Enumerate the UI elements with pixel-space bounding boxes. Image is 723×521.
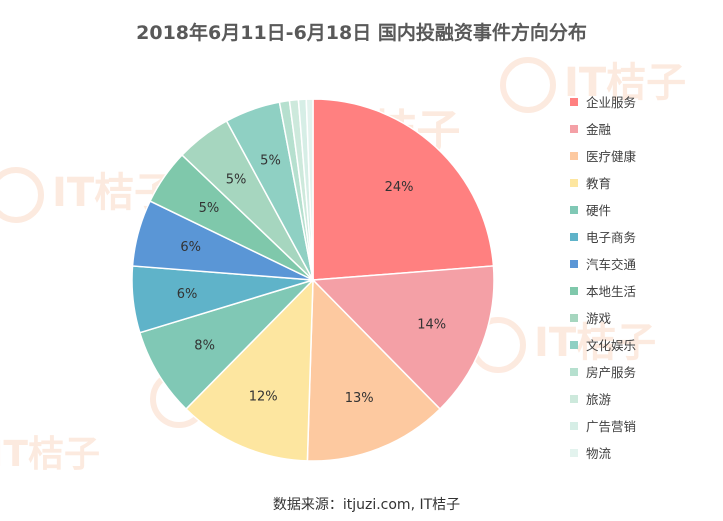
legend-swatch — [570, 313, 578, 322]
legend-item: 医疗健康 — [570, 142, 636, 169]
legend-label: 企业服务 — [586, 95, 637, 110]
legend-label: 房产服务 — [586, 365, 637, 380]
legend-label: 文化娱乐 — [586, 338, 637, 353]
watermark-logo-top-right: IT桔子 — [500, 50, 686, 113]
legend-swatch — [570, 421, 578, 430]
legend-label: 汽车交通 — [586, 257, 637, 272]
pie-slice — [138, 279, 314, 411]
legend-swatch — [570, 286, 578, 295]
pie-slice — [311, 265, 495, 411]
legend-item: 企业服务 — [570, 88, 636, 115]
legend-item: 硬件 — [570, 196, 636, 223]
legend-swatch — [570, 394, 578, 403]
legend-item: 物流 — [570, 439, 636, 466]
legend-item: 电子商务 — [570, 223, 636, 250]
legend-item: 房产服务 — [570, 358, 636, 385]
legend-label: 游戏 — [586, 311, 612, 326]
data-label: 5% — [226, 172, 247, 187]
legend-item: 本地生活 — [570, 277, 636, 304]
pie-slice — [184, 278, 314, 462]
pie-slice — [312, 98, 495, 281]
legend-item: 文化娱乐 — [570, 331, 636, 358]
legend-label: 广告营销 — [586, 419, 637, 434]
pie-slice — [306, 278, 442, 462]
data-label: 6% — [177, 287, 198, 302]
data-label: 5% — [199, 201, 220, 216]
legend-swatch — [570, 178, 578, 187]
data-label: 5% — [260, 154, 281, 169]
pie-slice — [305, 98, 314, 281]
data-label: 13% — [345, 391, 374, 406]
legend-item: 旅游 — [570, 385, 636, 412]
legend: 企业服务金融医疗健康教育硬件电子商务汽车交通本地生活游戏文化娱乐房产服务旅游广告… — [570, 88, 636, 466]
legend-label: 教育 — [586, 176, 612, 191]
legend-swatch — [570, 124, 578, 133]
legend-swatch — [570, 367, 578, 376]
legend-label: 医疗健康 — [586, 149, 637, 164]
legend-label: 旅游 — [586, 392, 612, 407]
legend-swatch — [570, 448, 578, 457]
chart-title: 2018年6月11日-6月18日 国内投融资事件方向分布 — [136, 22, 587, 44]
legend-item: 汽车交通 — [570, 250, 636, 277]
legend-swatch — [570, 97, 578, 106]
legend-swatch — [570, 205, 578, 214]
legend-label: 物流 — [586, 446, 612, 461]
legend-label: 硬件 — [586, 203, 612, 218]
legend-item: 广告营销 — [570, 412, 636, 439]
legend-item: 教育 — [570, 169, 636, 196]
legend-swatch — [570, 232, 578, 241]
legend-swatch — [570, 151, 578, 160]
data-label: 8% — [194, 339, 215, 354]
legend-label: 本地生活 — [586, 284, 637, 299]
source-note: 数据来源：itjuzi.com, IT桔子 — [272, 497, 461, 513]
legend-item: 金融 — [570, 115, 636, 142]
watermark-logo-bottom-left: IT桔子 — [0, 434, 100, 475]
legend-item: 游戏 — [570, 304, 636, 331]
legend-swatch — [570, 259, 578, 268]
data-label: 14% — [417, 317, 446, 332]
data-label: 24% — [385, 180, 414, 195]
legend-label: 金融 — [586, 122, 612, 137]
legend-label: 电子商务 — [586, 230, 637, 245]
data-label: 6% — [180, 240, 201, 255]
legend-swatch — [570, 340, 578, 349]
data-label: 12% — [249, 389, 278, 404]
